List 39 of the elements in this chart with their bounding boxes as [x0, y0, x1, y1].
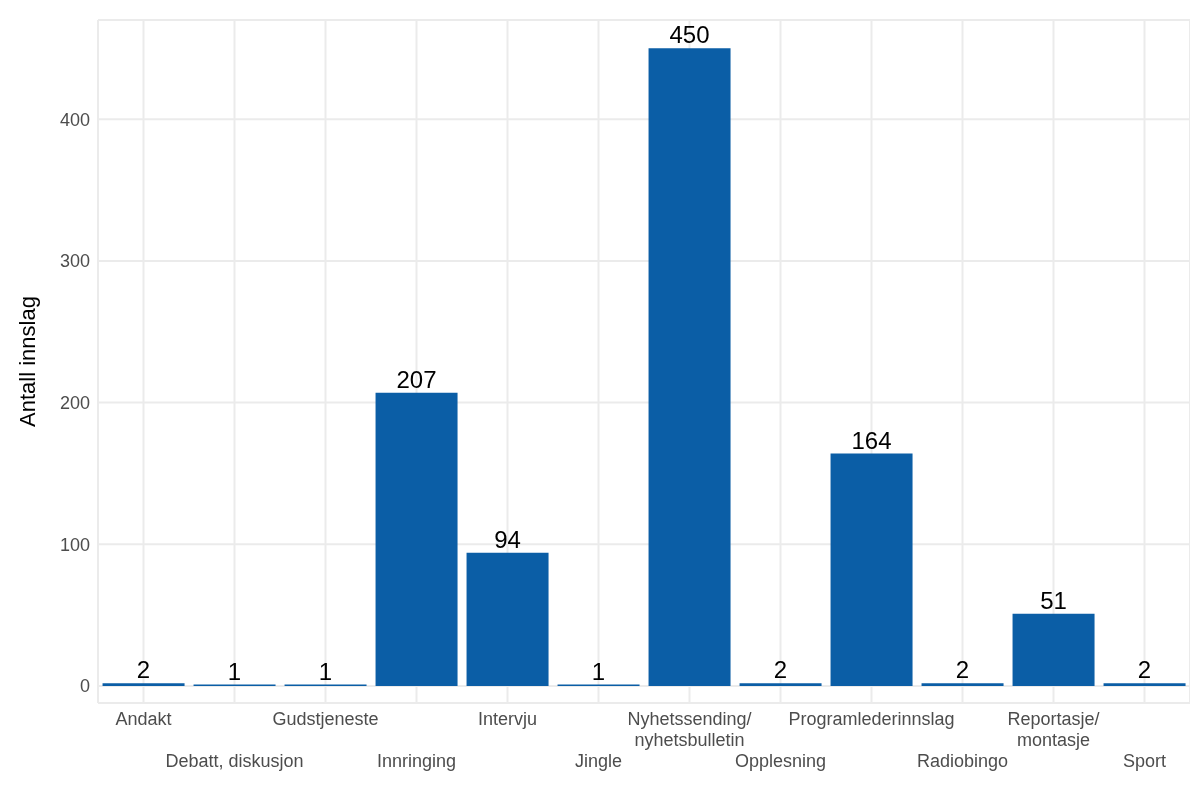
- data-label: 2: [1137, 656, 1152, 684]
- x-tick-label: Jingle: [574, 751, 623, 771]
- bar: [739, 683, 822, 686]
- data-label: 207: [396, 365, 437, 393]
- x-tick-label: Innringing: [376, 751, 457, 771]
- data-label: 1: [227, 657, 242, 685]
- bar: [648, 48, 731, 686]
- data-label: 1: [318, 657, 333, 685]
- x-tick-label: Sport: [1122, 751, 1167, 771]
- x-tick-label: Gudstjeneste: [272, 709, 379, 729]
- bar: [921, 683, 1004, 686]
- y-tick-label: 100: [59, 534, 90, 555]
- data-label: 2: [773, 656, 788, 684]
- bar: [466, 552, 549, 686]
- data-label: 450: [669, 21, 710, 49]
- x-tick-label: Andakt: [115, 709, 172, 729]
- y-tick-label: 400: [59, 109, 90, 130]
- x-tick-label: Nyhetssending/ nyhetsbulletin: [627, 709, 752, 750]
- data-label: 94: [494, 525, 521, 553]
- x-tick-label: Intervju: [477, 709, 538, 729]
- bar: [830, 453, 913, 686]
- bar: [375, 392, 458, 686]
- data-label: 2: [136, 656, 151, 684]
- data-label: 1: [591, 657, 606, 685]
- y-tick-label: 200: [59, 392, 90, 413]
- data-label: 2: [955, 656, 970, 684]
- bar: [1012, 613, 1095, 686]
- x-tick-label: Debatt, diskusjon: [165, 751, 304, 771]
- data-label: 51: [1040, 586, 1067, 614]
- x-tick-label: Reportasje/ montasje: [1007, 709, 1100, 750]
- y-tick-label: 300: [59, 251, 90, 272]
- bar: [1103, 683, 1186, 686]
- x-tick-label: Radiobingo: [916, 751, 1009, 771]
- bar: [102, 683, 185, 686]
- data-label: 164: [851, 426, 892, 454]
- y-tick-label: 0: [79, 676, 90, 697]
- x-tick-label: Programlederinnslag: [788, 709, 955, 729]
- x-tick-label: Opplesning: [734, 751, 827, 771]
- y-axis-title: Antall innslag: [14, 296, 40, 427]
